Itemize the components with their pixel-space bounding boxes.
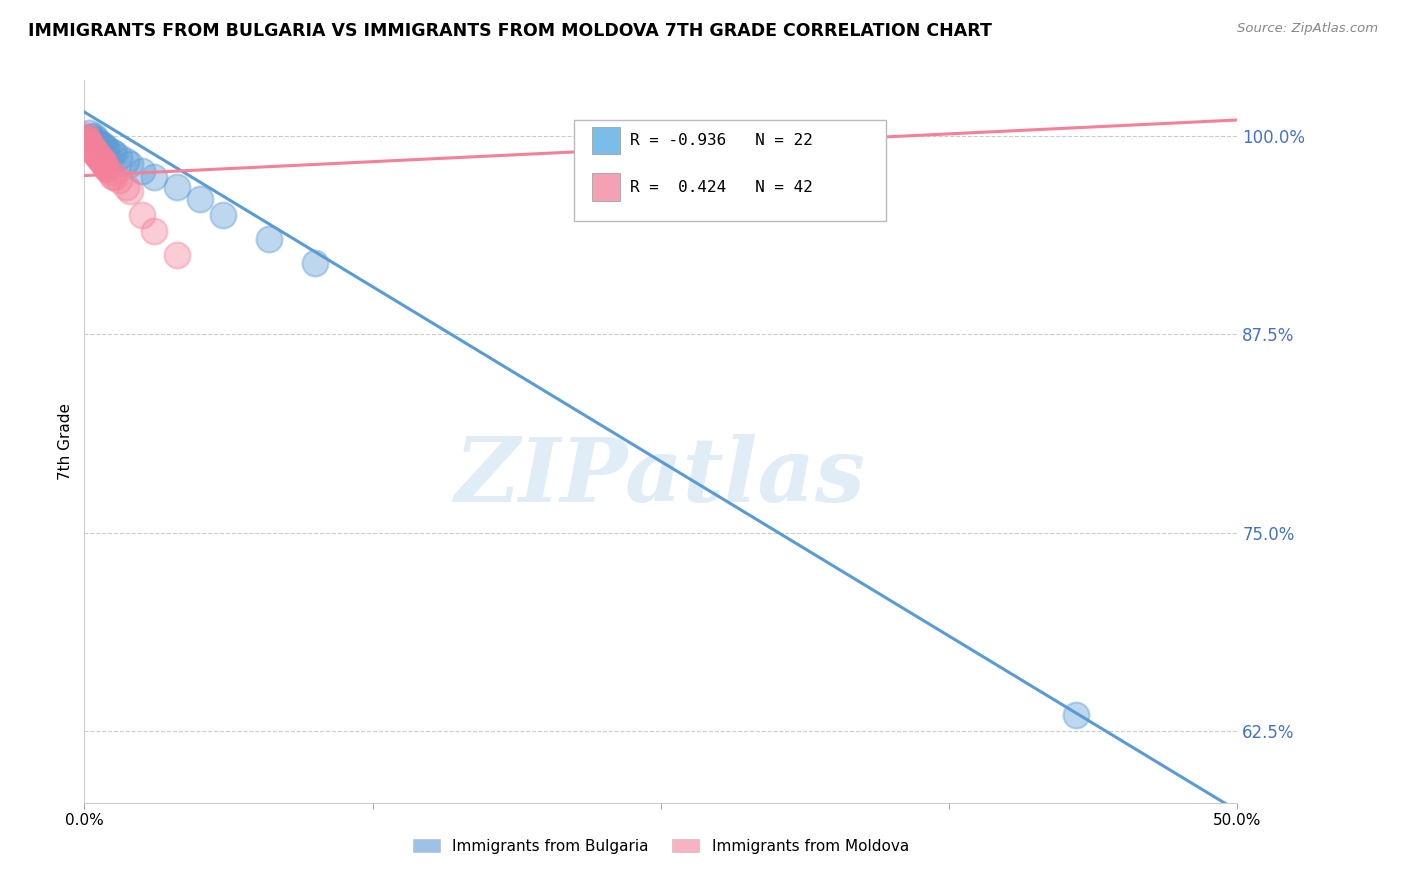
Point <box>87 135 110 149</box>
Point <box>91 153 114 167</box>
Point <box>80 143 103 157</box>
Point <box>83 142 105 156</box>
Point <box>304 256 326 270</box>
Point <box>76 134 98 148</box>
Point <box>120 157 142 171</box>
Y-axis label: 7th Grade: 7th Grade <box>58 403 73 480</box>
Point <box>142 170 165 185</box>
Text: ZIPatlas: ZIPatlas <box>456 434 866 521</box>
Text: R = -0.936   N = 22: R = -0.936 N = 22 <box>630 133 813 148</box>
Point <box>89 153 111 167</box>
Point <box>108 173 131 187</box>
Point <box>90 153 112 167</box>
Point <box>96 162 118 177</box>
Point <box>115 154 138 169</box>
Point <box>94 140 117 154</box>
Point <box>82 143 104 157</box>
Legend: Immigrants from Bulgaria, Immigrants from Moldova: Immigrants from Bulgaria, Immigrants fro… <box>406 833 915 860</box>
Point <box>101 145 124 159</box>
Point <box>142 224 165 238</box>
Point <box>76 132 98 146</box>
Point <box>86 146 108 161</box>
Point <box>89 136 111 151</box>
Point <box>120 185 142 199</box>
Point <box>108 149 131 163</box>
Point <box>96 161 118 175</box>
Point <box>75 132 97 146</box>
Point <box>82 140 104 154</box>
Text: IMMIGRANTS FROM BULGARIA VS IMMIGRANTS FROM MOLDOVA 7TH GRADE CORRELATION CHART: IMMIGRANTS FROM BULGARIA VS IMMIGRANTS F… <box>28 22 993 40</box>
Point <box>80 140 103 154</box>
Point <box>166 179 188 194</box>
Point <box>84 132 107 146</box>
Point <box>87 148 110 162</box>
Point <box>115 179 138 194</box>
Point <box>93 157 115 171</box>
FancyBboxPatch shape <box>575 120 886 221</box>
Point <box>131 163 153 178</box>
Point <box>84 146 107 161</box>
Point <box>101 169 124 183</box>
Point <box>103 146 125 161</box>
FancyBboxPatch shape <box>592 127 620 154</box>
FancyBboxPatch shape <box>592 173 620 201</box>
Point <box>98 165 121 179</box>
Point <box>96 142 118 156</box>
Point <box>91 156 114 170</box>
Point <box>257 232 280 246</box>
Point <box>83 128 105 143</box>
Point <box>166 248 188 262</box>
Point <box>77 135 100 149</box>
Point <box>80 130 103 145</box>
Point <box>83 145 105 159</box>
Point <box>79 138 101 153</box>
Point <box>103 170 125 185</box>
Point <box>1064 708 1087 723</box>
Point <box>91 138 114 153</box>
Point <box>77 136 100 151</box>
Text: Source: ZipAtlas.com: Source: ZipAtlas.com <box>1237 22 1378 36</box>
Point <box>76 134 98 148</box>
Point <box>79 136 101 151</box>
Point <box>83 145 105 159</box>
Point <box>86 148 108 162</box>
Point <box>211 208 233 222</box>
Point <box>77 126 100 140</box>
Point <box>87 149 110 163</box>
Point <box>84 146 107 161</box>
Point <box>75 128 97 143</box>
Point <box>90 154 112 169</box>
Point <box>89 151 111 165</box>
Point <box>188 193 211 207</box>
Text: R =  0.424   N = 42: R = 0.424 N = 42 <box>630 179 813 194</box>
Point <box>80 140 103 154</box>
Point <box>131 208 153 222</box>
Point <box>94 159 117 173</box>
